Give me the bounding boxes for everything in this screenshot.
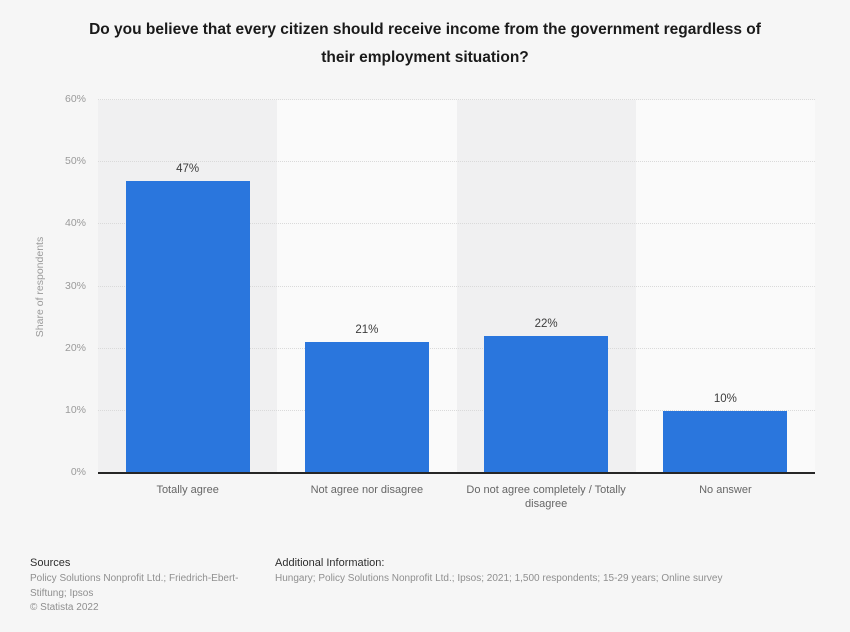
additional-info-block: Additional Information: Hungary; Policy …	[275, 557, 835, 587]
x-tick-label: No answer	[699, 484, 752, 496]
plot-area: 47% 21% 22% 10%	[98, 99, 815, 473]
bar-2[interactable]	[304, 342, 429, 473]
sources-block: Sources Policy Solutions Nonprofit Ltd.;…	[30, 557, 270, 616]
gridline	[98, 161, 815, 163]
y-tick-label: 10%	[64, 403, 86, 416]
bar-value-label: 22%	[534, 318, 558, 331]
additional-info-text: Hungary; Policy Solutions Nonprofit Ltd.…	[275, 573, 723, 584]
gridline	[98, 347, 815, 349]
bar-value-label: 10%	[713, 392, 737, 405]
x-tick-label: Not agree nor disagree	[310, 484, 424, 496]
additional-info-heading: Additional Information:	[275, 557, 385, 569]
y-tick-label: 30%	[64, 279, 86, 292]
x-axis-line	[98, 472, 815, 474]
sources-text: Policy Solutions Nonprofit Ltd.; Friedri…	[30, 573, 239, 599]
y-tick-label: 20%	[64, 341, 86, 354]
y-tick-label: 40%	[64, 217, 86, 230]
bar-1[interactable]	[125, 180, 250, 473]
x-axis-labels: Totally agree Not agree nor disagree Do no…	[98, 483, 815, 523]
x-tick-label: Totally agree	[156, 484, 219, 496]
bar-value-label: 21%	[355, 324, 379, 337]
gridline	[98, 99, 815, 100]
bar-3[interactable]	[484, 336, 609, 473]
y-axis-ticks: 0% 10% 20% 30% 40% 50% 60%	[0, 93, 86, 478]
y-tick-label: 0%	[70, 466, 86, 478]
chart-title: Do you believe that every citizen should…	[89, 21, 761, 66]
bar-value-label: 47%	[176, 162, 200, 175]
x-tick-label: Do not agree completely / Totally disagr…	[466, 484, 626, 510]
gridline	[98, 223, 815, 225]
y-tick-label: 60%	[64, 93, 86, 105]
copyright: © Statista 2022	[30, 602, 99, 613]
bar-4[interactable]	[663, 410, 788, 473]
y-tick-label: 50%	[64, 155, 86, 168]
sources-heading: Sources	[30, 557, 71, 569]
category-band	[635, 100, 815, 473]
gridline	[98, 409, 815, 411]
gridline	[98, 285, 815, 287]
